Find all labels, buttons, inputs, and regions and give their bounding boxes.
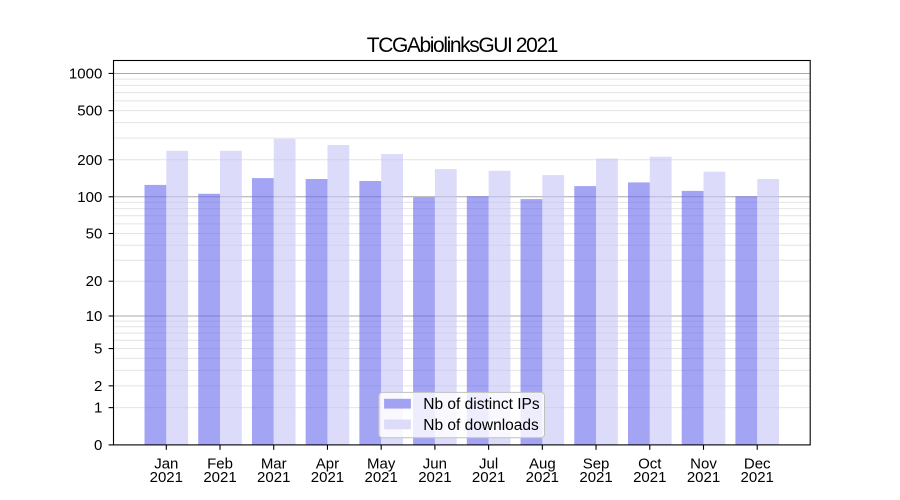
svg-text:Nb of downloads: Nb of downloads [423, 417, 539, 434]
svg-text:5: 5 [94, 341, 102, 358]
svg-text:2021: 2021 [526, 469, 559, 486]
svg-text:200: 200 [77, 152, 102, 169]
svg-text:2021: 2021 [472, 469, 505, 486]
svg-text:2021: 2021 [687, 469, 720, 486]
svg-text:Jun: Jun [423, 455, 447, 472]
svg-text:Aug: Aug [529, 455, 556, 472]
svg-text:2021: 2021 [418, 469, 451, 486]
svg-text:0: 0 [94, 437, 102, 454]
svg-text:2021: 2021 [150, 469, 183, 486]
svg-text:Jan: Jan [154, 455, 178, 472]
svg-text:TCGAbiolinksGUI 2021: TCGAbiolinksGUI 2021 [367, 34, 558, 57]
svg-text:2021: 2021 [741, 469, 774, 486]
svg-text:2021: 2021 [579, 469, 612, 486]
svg-text:Nb of distinct IPs: Nb of distinct IPs [423, 396, 540, 413]
svg-text:2021: 2021 [203, 469, 236, 486]
svg-text:Nov: Nov [690, 455, 717, 472]
svg-text:1000: 1000 [69, 65, 102, 82]
svg-text:Apr: Apr [316, 455, 339, 472]
svg-text:20: 20 [86, 273, 103, 290]
svg-text:2021: 2021 [257, 469, 290, 486]
svg-text:2021: 2021 [364, 469, 397, 486]
svg-text:Sep: Sep [583, 455, 610, 472]
svg-text:May: May [367, 455, 396, 472]
svg-text:2021: 2021 [633, 469, 666, 486]
svg-text:2: 2 [94, 378, 102, 395]
svg-text:1: 1 [94, 400, 102, 417]
svg-text:500: 500 [77, 103, 102, 120]
svg-text:Mar: Mar [261, 455, 287, 472]
svg-text:Dec: Dec [744, 455, 771, 472]
svg-text:50: 50 [86, 226, 103, 243]
svg-text:Jul: Jul [479, 455, 498, 472]
svg-text:Feb: Feb [207, 455, 233, 472]
svg-text:100: 100 [77, 189, 102, 206]
svg-text:Oct: Oct [638, 455, 662, 472]
svg-text:2021: 2021 [311, 469, 344, 486]
svg-text:10: 10 [86, 308, 103, 325]
